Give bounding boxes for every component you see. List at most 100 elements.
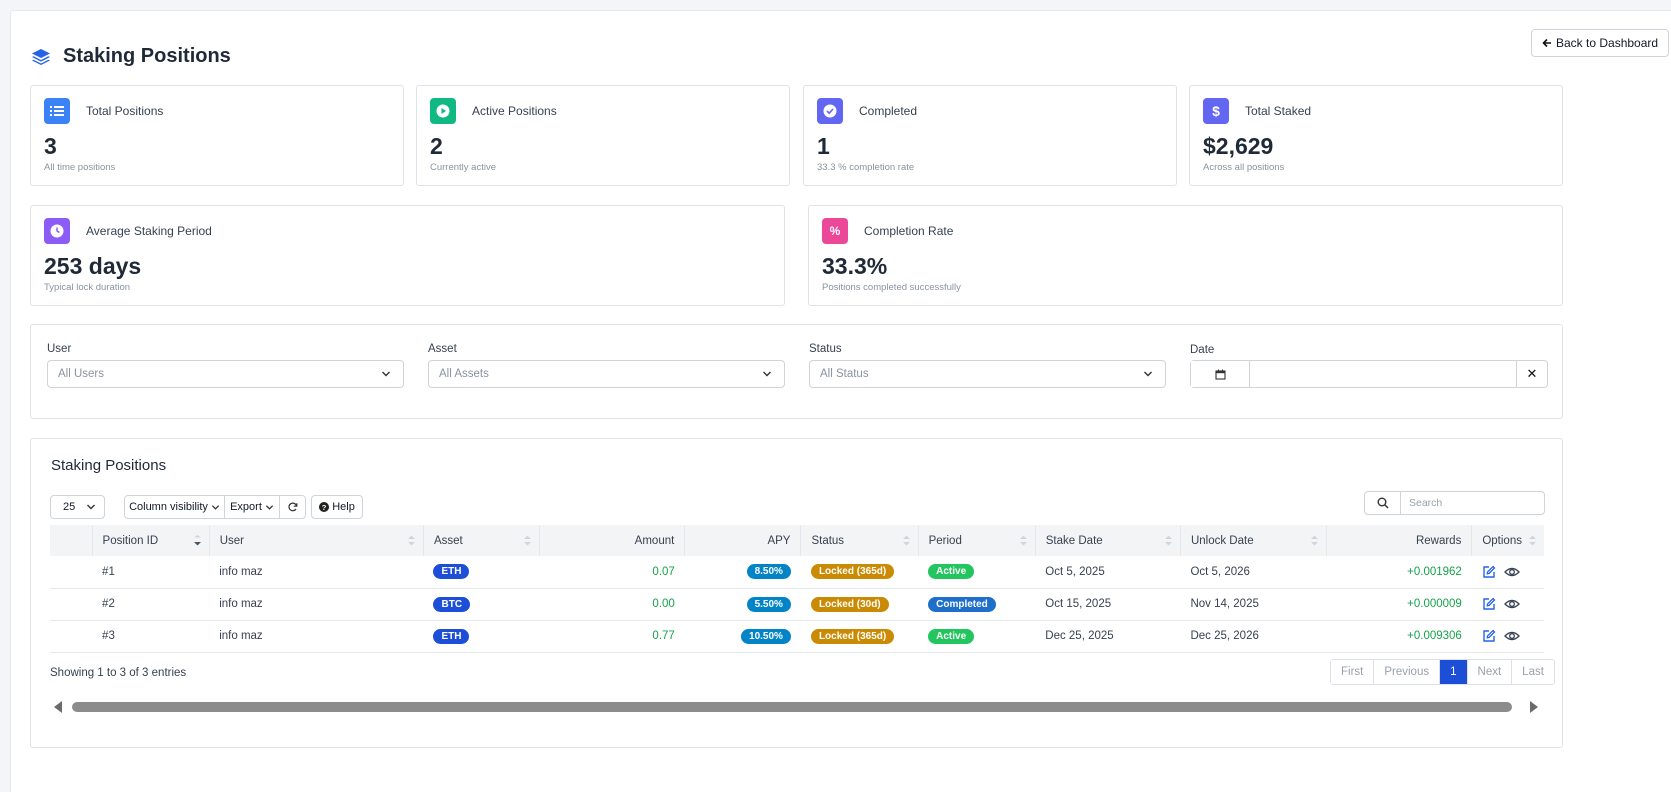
percent-icon: %: [822, 218, 848, 244]
cell-stake-date: Oct 15, 2025: [1045, 598, 1112, 610]
page-container: Staking Positions Back to Dashboard Tota…: [10, 10, 1671, 792]
status-badge: Locked (365d): [810, 628, 895, 644]
pagination-next[interactable]: Next: [1467, 660, 1513, 684]
stat-card-active-positions: Active Positions 2 Currently active: [416, 85, 790, 186]
stat-value: 33.3%: [822, 253, 888, 279]
asset-filter-label: Asset: [428, 343, 457, 355]
play-icon: [430, 98, 456, 124]
stat-label: Total Staked: [1245, 104, 1312, 118]
status-filter-label: Status: [809, 343, 842, 355]
export-button[interactable]: Export: [224, 495, 280, 519]
stat-subtext: Positions completed successfully: [822, 282, 961, 293]
column-header-user[interactable]: User: [209, 525, 424, 556]
period-badge: Active: [928, 628, 975, 644]
stat-value: $2,629: [1203, 133, 1274, 159]
filters-card: User All Users Asset All Assets Status A…: [30, 324, 1563, 419]
column-header-apy[interactable]: APY: [684, 525, 802, 556]
cell-amount: 0.77: [652, 630, 675, 642]
search-input[interactable]: Search: [1409, 497, 1443, 509]
sort-icon: [407, 535, 415, 546]
edit-icon[interactable]: [1482, 629, 1496, 643]
cell-position-id: #2: [102, 598, 115, 610]
check-circle-icon: [817, 98, 843, 124]
eye-icon[interactable]: [1503, 565, 1520, 579]
list-icon: [44, 98, 70, 124]
stat-subtext: 33.3 % completion rate: [817, 162, 915, 173]
eye-icon[interactable]: [1503, 629, 1520, 643]
stat-label: Total Positions: [86, 104, 164, 118]
sort-icon: [1019, 535, 1027, 546]
column-visibility-label: Column visibility: [129, 501, 208, 513]
column-header-options: Options: [1472, 525, 1544, 556]
positions-table-card: Staking Positions 25 Column visibility E…: [30, 438, 1563, 748]
table-search: Search: [1364, 491, 1545, 515]
sort-icon: [1311, 535, 1319, 546]
column-header-status[interactable]: Status: [800, 525, 919, 556]
stat-card-total-staked: $ Total Staked $2,629 Across all positio…: [1189, 85, 1563, 186]
pagination-previous[interactable]: Previous: [1374, 660, 1441, 684]
pagination-page-1[interactable]: 1: [1440, 660, 1468, 684]
cell-unlock-date: Dec 25, 2026: [1190, 630, 1259, 642]
edit-icon[interactable]: [1482, 597, 1496, 611]
search-icon[interactable]: [1365, 492, 1401, 514]
horizontal-scrollbar[interactable]: [54, 699, 1538, 715]
scroll-right-arrow-icon[interactable]: [1530, 701, 1538, 713]
calendar-icon[interactable]: [1191, 361, 1250, 387]
cell-position-id: #3: [102, 630, 115, 642]
stat-label: Average Staking Period: [86, 224, 212, 238]
cell-user: info maz: [219, 565, 263, 578]
pagination-last[interactable]: Last: [1512, 660, 1554, 684]
cell-unlock-date: Nov 14, 2025: [1190, 598, 1259, 610]
cell-rewards: +0.000009: [1407, 598, 1462, 610]
cell-amount: 0.00: [652, 598, 675, 610]
refresh-button[interactable]: [279, 495, 306, 519]
sort-icon: [1529, 535, 1536, 546]
date-input[interactable]: [1250, 361, 1516, 387]
table-row: #1 info maz ETH 0.07 8.50% Locked (365d)…: [50, 556, 1544, 588]
eye-icon[interactable]: [1503, 597, 1520, 611]
stat-label: Active Positions: [472, 104, 557, 118]
stat-value: 1: [817, 133, 830, 159]
sort-desc-icon: [193, 535, 201, 546]
edit-icon[interactable]: [1482, 565, 1496, 579]
cell-rewards: +0.001962: [1407, 565, 1462, 578]
column-header-unlock-date[interactable]: Unlock Date: [1180, 525, 1328, 556]
stat-subtext: Currently active: [430, 162, 496, 173]
help-button[interactable]: ? Help: [311, 495, 363, 519]
clock-icon: [44, 218, 70, 244]
asset-filter-select[interactable]: All Assets: [428, 360, 785, 388]
column-header-asset[interactable]: Asset: [423, 525, 541, 556]
stat-card-completion-rate: % Completion Rate 33.3% Positions comple…: [808, 205, 1563, 306]
column-visibility-button[interactable]: Column visibility: [124, 495, 225, 519]
scroll-left-arrow-icon[interactable]: [54, 701, 62, 713]
user-filter-select[interactable]: All Users: [47, 360, 404, 388]
chevron-down-icon: [265, 504, 273, 510]
cell-user: info maz: [219, 630, 263, 642]
column-header-amount[interactable]: Amount: [539, 525, 686, 556]
chevron-down-icon: [87, 504, 95, 510]
page-length-select[interactable]: 25: [50, 495, 105, 519]
cell-position-id: #1: [102, 565, 115, 578]
column-header-rewards[interactable]: Rewards: [1326, 525, 1473, 556]
back-to-dashboard-button[interactable]: Back to Dashboard: [1531, 29, 1670, 57]
stat-value: 253 days: [44, 253, 142, 279]
column-header-period[interactable]: Period: [918, 525, 1036, 556]
status-filter-select[interactable]: All Status: [809, 360, 1166, 388]
scrollbar-thumb[interactable]: [72, 702, 1512, 712]
export-label: Export: [230, 501, 262, 513]
column-header-stake-date[interactable]: Stake Date: [1035, 525, 1181, 556]
asset-badge: ETH: [433, 628, 470, 644]
column-header-position-id[interactable]: Position ID: [92, 525, 210, 556]
apy-badge: 8.50%: [746, 564, 791, 580]
refresh-icon: [287, 502, 297, 512]
cell-unlock-date: Oct 5, 2026: [1190, 565, 1250, 578]
stat-card-total-positions: Total Positions 3 All time positions: [30, 85, 404, 186]
pagination-first[interactable]: First: [1331, 660, 1375, 684]
stat-card-completed: Completed 1 33.3 % completion rate: [803, 85, 1177, 186]
date-filter-group: ✕: [1190, 360, 1548, 388]
date-filter-label: Date: [1190, 344, 1215, 356]
page-title: Staking Positions: [31, 45, 231, 68]
clear-date-button[interactable]: ✕: [1516, 361, 1547, 387]
pagination: First Previous 1 Next Last: [1330, 659, 1555, 685]
user-filter-label: User: [47, 343, 72, 355]
